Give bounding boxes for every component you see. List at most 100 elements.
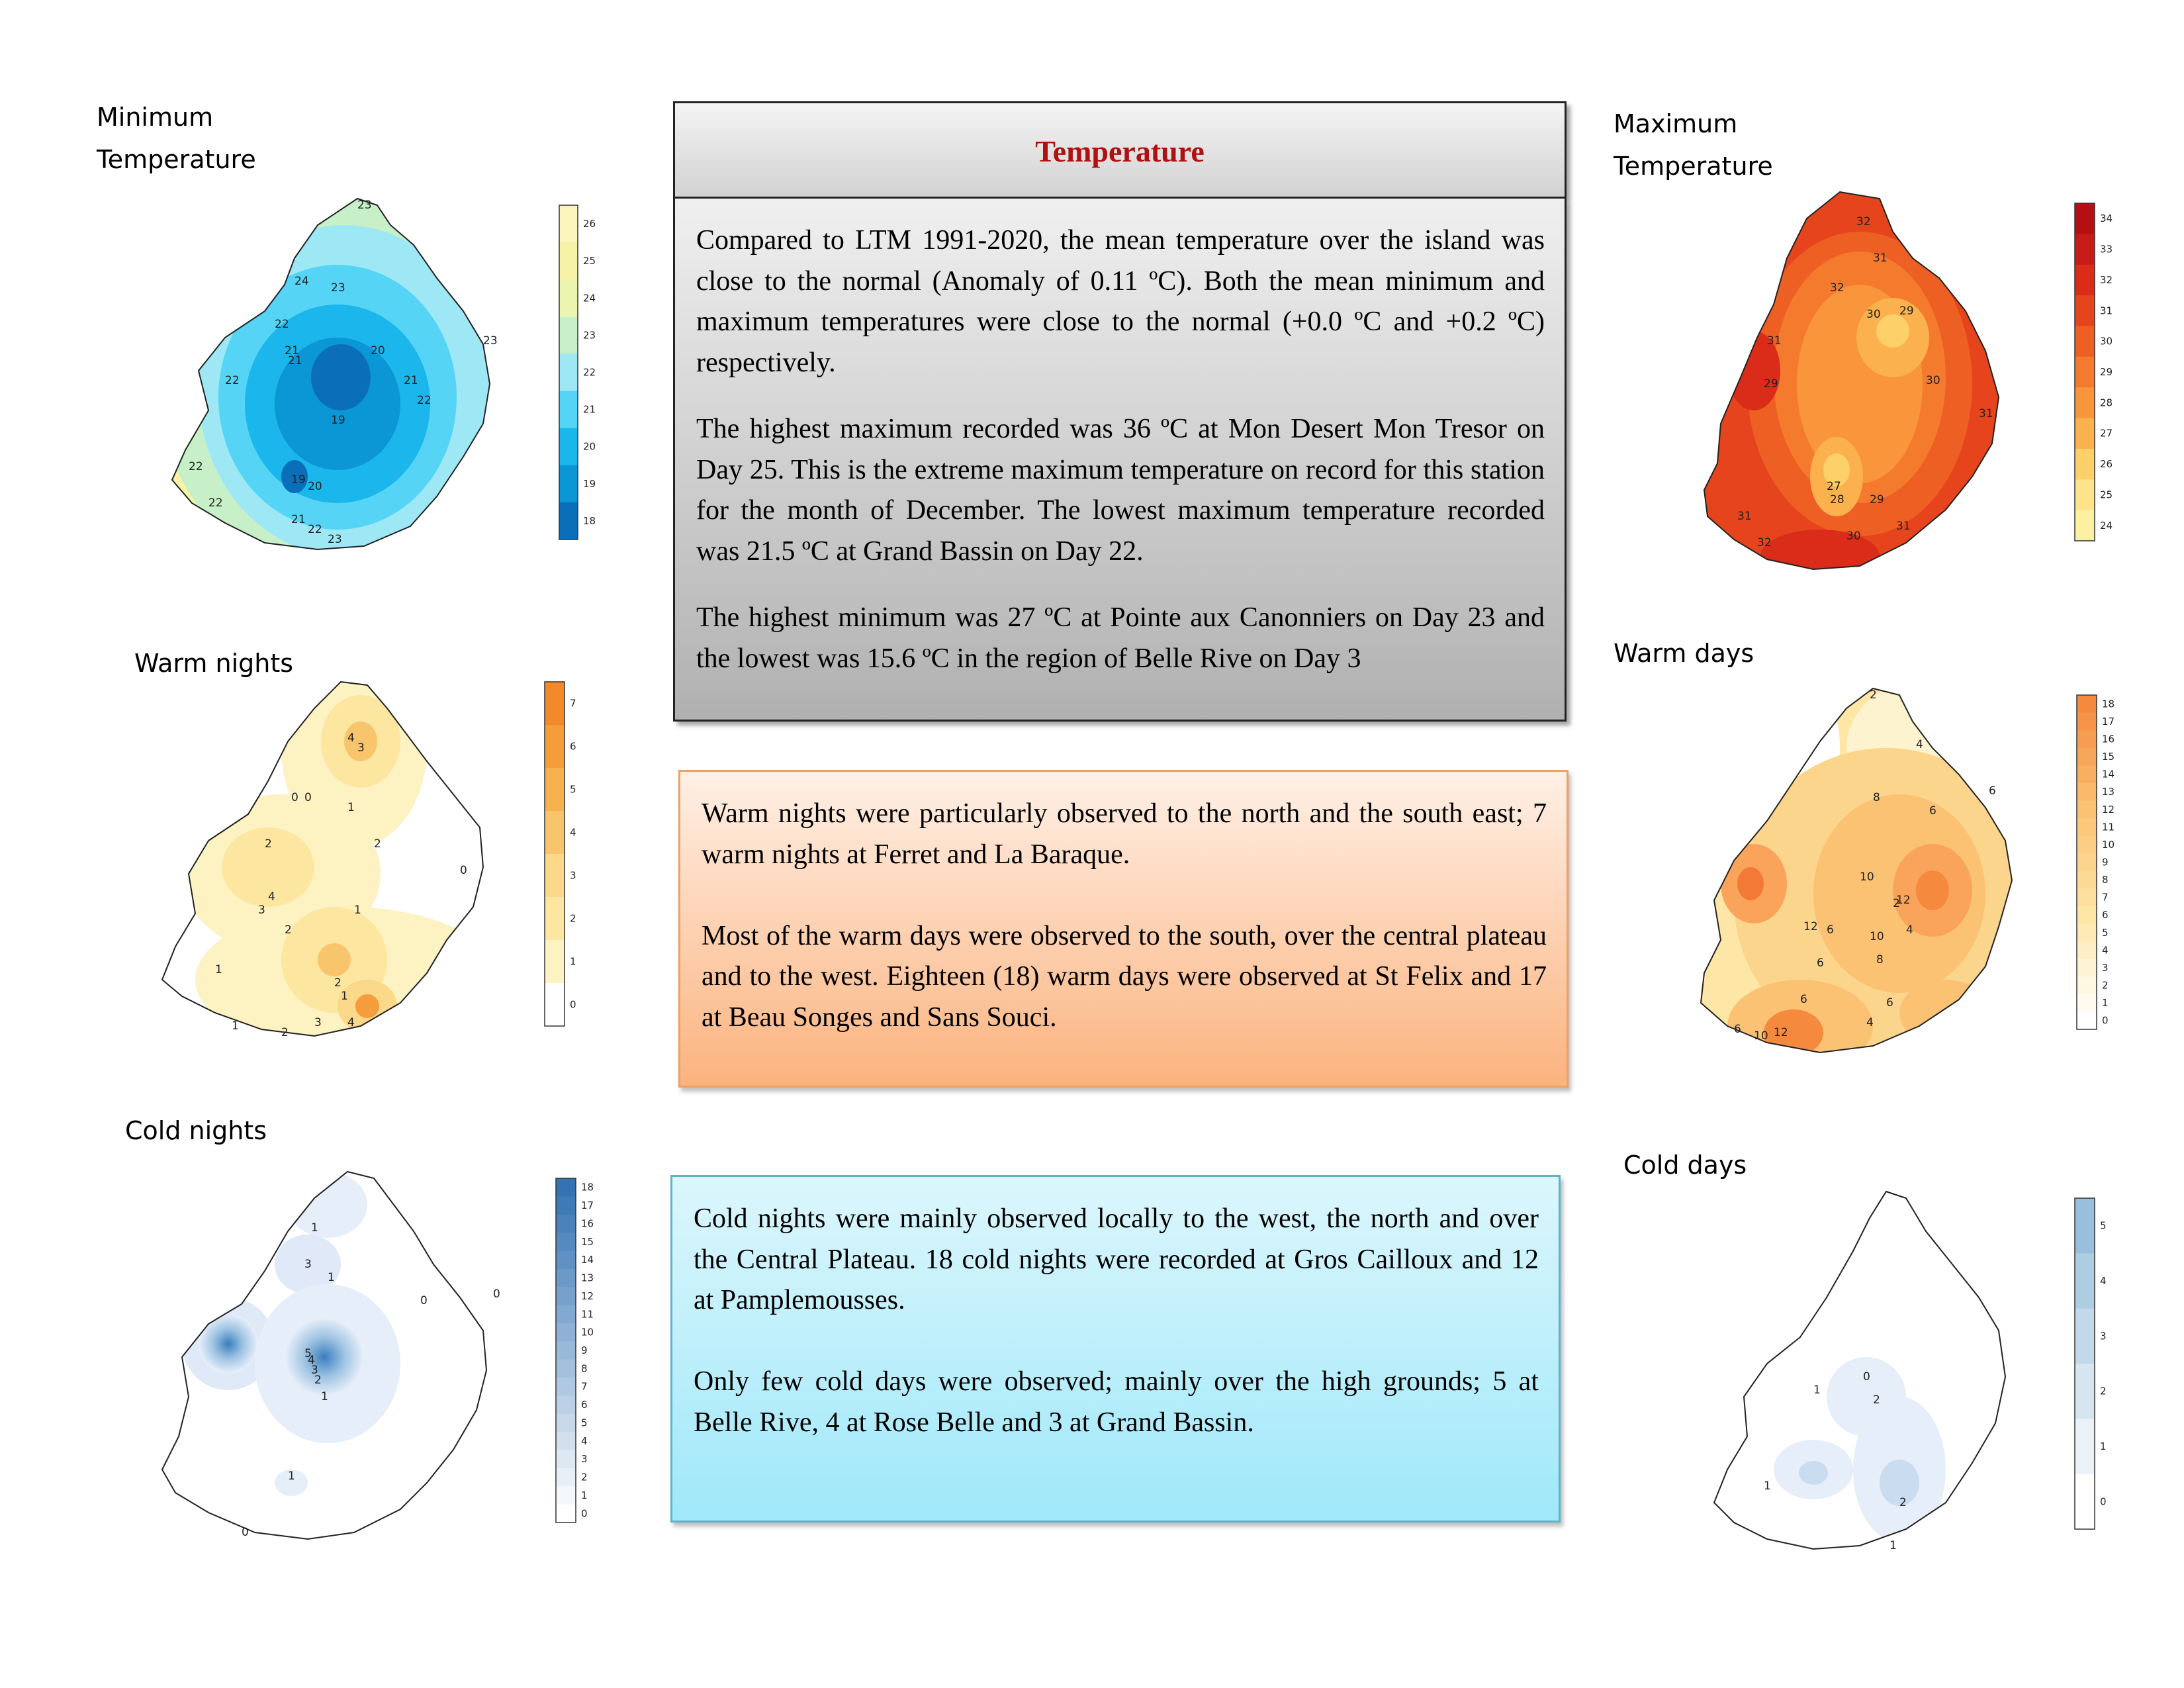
contour-label: 32	[1830, 281, 1844, 295]
colorbar-tick-label: 26	[2100, 458, 2113, 470]
colorbar-tick-label: 0	[570, 999, 576, 1011]
colorbar-tick-label: 2	[581, 1472, 588, 1483]
colorbar-segment	[559, 428, 578, 466]
warm-days-title: Warm days	[1614, 639, 1754, 668]
colorbar-segment	[2077, 994, 2097, 1012]
cold-paragraph: Cold nights were mainly observed locally…	[694, 1203, 1539, 1315]
colorbar-tick-label: 15	[581, 1236, 594, 1248]
colorbar-segment	[2075, 1253, 2095, 1309]
colorbar-segment	[545, 940, 565, 984]
contour-label: 12	[1896, 894, 1911, 907]
contour-label: 6	[1800, 993, 1807, 1006]
colorbar-segment	[545, 983, 565, 1027]
colorbar-tick-label: 6	[570, 741, 576, 753]
colorbar-tick-label: 7	[581, 1381, 588, 1393]
colorbar-tick-label: 14	[2102, 769, 2115, 780]
contour-label: 22	[208, 496, 223, 510]
contour-label: 19	[291, 473, 306, 487]
colorbar-segment	[545, 768, 565, 812]
colorbar-segment	[556, 1395, 576, 1415]
contour-label: 0	[304, 791, 312, 804]
colorbar-tick-label: 24	[583, 292, 596, 304]
colorbar-segment	[2075, 234, 2095, 265]
contour-label: 4	[308, 1354, 315, 1367]
contour-label: 0	[460, 864, 467, 877]
contour-label: 23	[331, 281, 345, 295]
warm-nights-title: Warm nights	[134, 649, 294, 678]
temperature-paragraph: The highest minimum was 27 ºC at Pointe …	[696, 602, 1545, 674]
colorbar-segment	[2077, 747, 2097, 766]
contour-label: 1	[354, 904, 361, 917]
colorbar-tick-label: 16	[581, 1217, 594, 1229]
colorbar-tick-label: 1	[581, 1489, 588, 1501]
colorbar-segment	[2077, 782, 2097, 801]
contour-label: 29	[1870, 493, 1884, 506]
colorbar-tick-label: 29	[2100, 366, 2113, 378]
contour-label: 29	[1764, 377, 1778, 391]
contour-label: 20	[371, 344, 385, 357]
colorbar-tick-label: 26	[583, 218, 596, 230]
contour-label: 31	[1873, 252, 1888, 265]
contour-label: 19	[331, 414, 345, 427]
contour-label: 22	[308, 523, 322, 536]
contour-label: 28	[1830, 493, 1844, 506]
contour-label: 21	[404, 374, 418, 387]
max-temp-colorbar: 24 25 26 27 28 29 30 31 32 33 34	[2074, 203, 2113, 541]
temperature-title: Temperature	[1035, 134, 1205, 168]
colorbar-frame	[559, 205, 578, 540]
contour-label: 6	[1989, 784, 1996, 798]
colorbar-tick-label: 34	[2100, 212, 2113, 224]
colorbar-frame	[2074, 1197, 2095, 1530]
contour-label: 1	[341, 990, 348, 1003]
colorbar-segment	[559, 465, 578, 503]
colorbar-tick-label: 12	[2102, 804, 2115, 816]
colorbar-segment	[559, 502, 578, 540]
colorbar-tick-label: 23	[583, 329, 596, 341]
colorbar-tick-label: 1	[570, 956, 576, 968]
colorbar-tick-label: 2	[2100, 1385, 2107, 1397]
colorbar-tick-label: 11	[2102, 821, 2115, 833]
colorbar-segment	[2075, 1308, 2095, 1364]
contour-label: 4	[347, 1016, 355, 1029]
contour-label: 2	[314, 1374, 322, 1387]
colorbar-segment	[2077, 959, 2097, 977]
contour-label: 3	[314, 1016, 322, 1029]
colorbar-segment	[556, 1323, 576, 1342]
contour-label: 32	[1856, 215, 1871, 228]
contour-label: 3	[258, 904, 265, 917]
colorbar-segment	[545, 811, 565, 855]
contour-label: 6	[1886, 996, 1893, 1009]
colorbar-tick-label: 0	[581, 1507, 588, 1519]
colorbar-tick-label: 25	[2100, 489, 2113, 500]
contour-label: 30	[1926, 374, 1940, 387]
contour-label: 1	[215, 963, 222, 976]
colorbar-tick-label: 11	[581, 1308, 594, 1320]
colorbar-segment	[2077, 818, 2097, 837]
colorbar-segment	[559, 279, 578, 317]
colorbar-tick-label: 2	[2102, 980, 2109, 992]
contour-label: 12	[1803, 920, 1818, 933]
colorbar-segment	[556, 1305, 576, 1324]
colorbar-segment	[559, 242, 578, 280]
temperature-paragraph: Compared to LTM 1991-2020, the mean temp…	[696, 225, 1545, 378]
colorbar-segment	[2075, 264, 2095, 296]
colorbar-tick-label: 8	[581, 1362, 588, 1374]
colorbar-segment	[2075, 1474, 2095, 1530]
colorbar-tick-label: 3	[570, 870, 576, 882]
contour-label: 10	[1754, 1029, 1768, 1043]
colorbar-segment	[2077, 941, 2097, 960]
contour-label: 22	[225, 374, 240, 387]
contour-label: 0	[493, 1288, 500, 1301]
contour-label: 21	[291, 513, 306, 526]
colorbar-tick-label: 30	[2100, 336, 2113, 348]
colorbar-tick-label: 27	[2100, 428, 2113, 440]
colorbar-tick-label: 13	[2102, 786, 2115, 798]
colorbar-segment	[2077, 853, 2097, 872]
colorbar-segment	[559, 353, 578, 392]
colorbar-segment	[556, 1432, 576, 1451]
contour-label: 8	[1876, 953, 1884, 966]
colorbar-segment	[556, 1468, 576, 1487]
contour-label: 6	[1827, 923, 1834, 937]
